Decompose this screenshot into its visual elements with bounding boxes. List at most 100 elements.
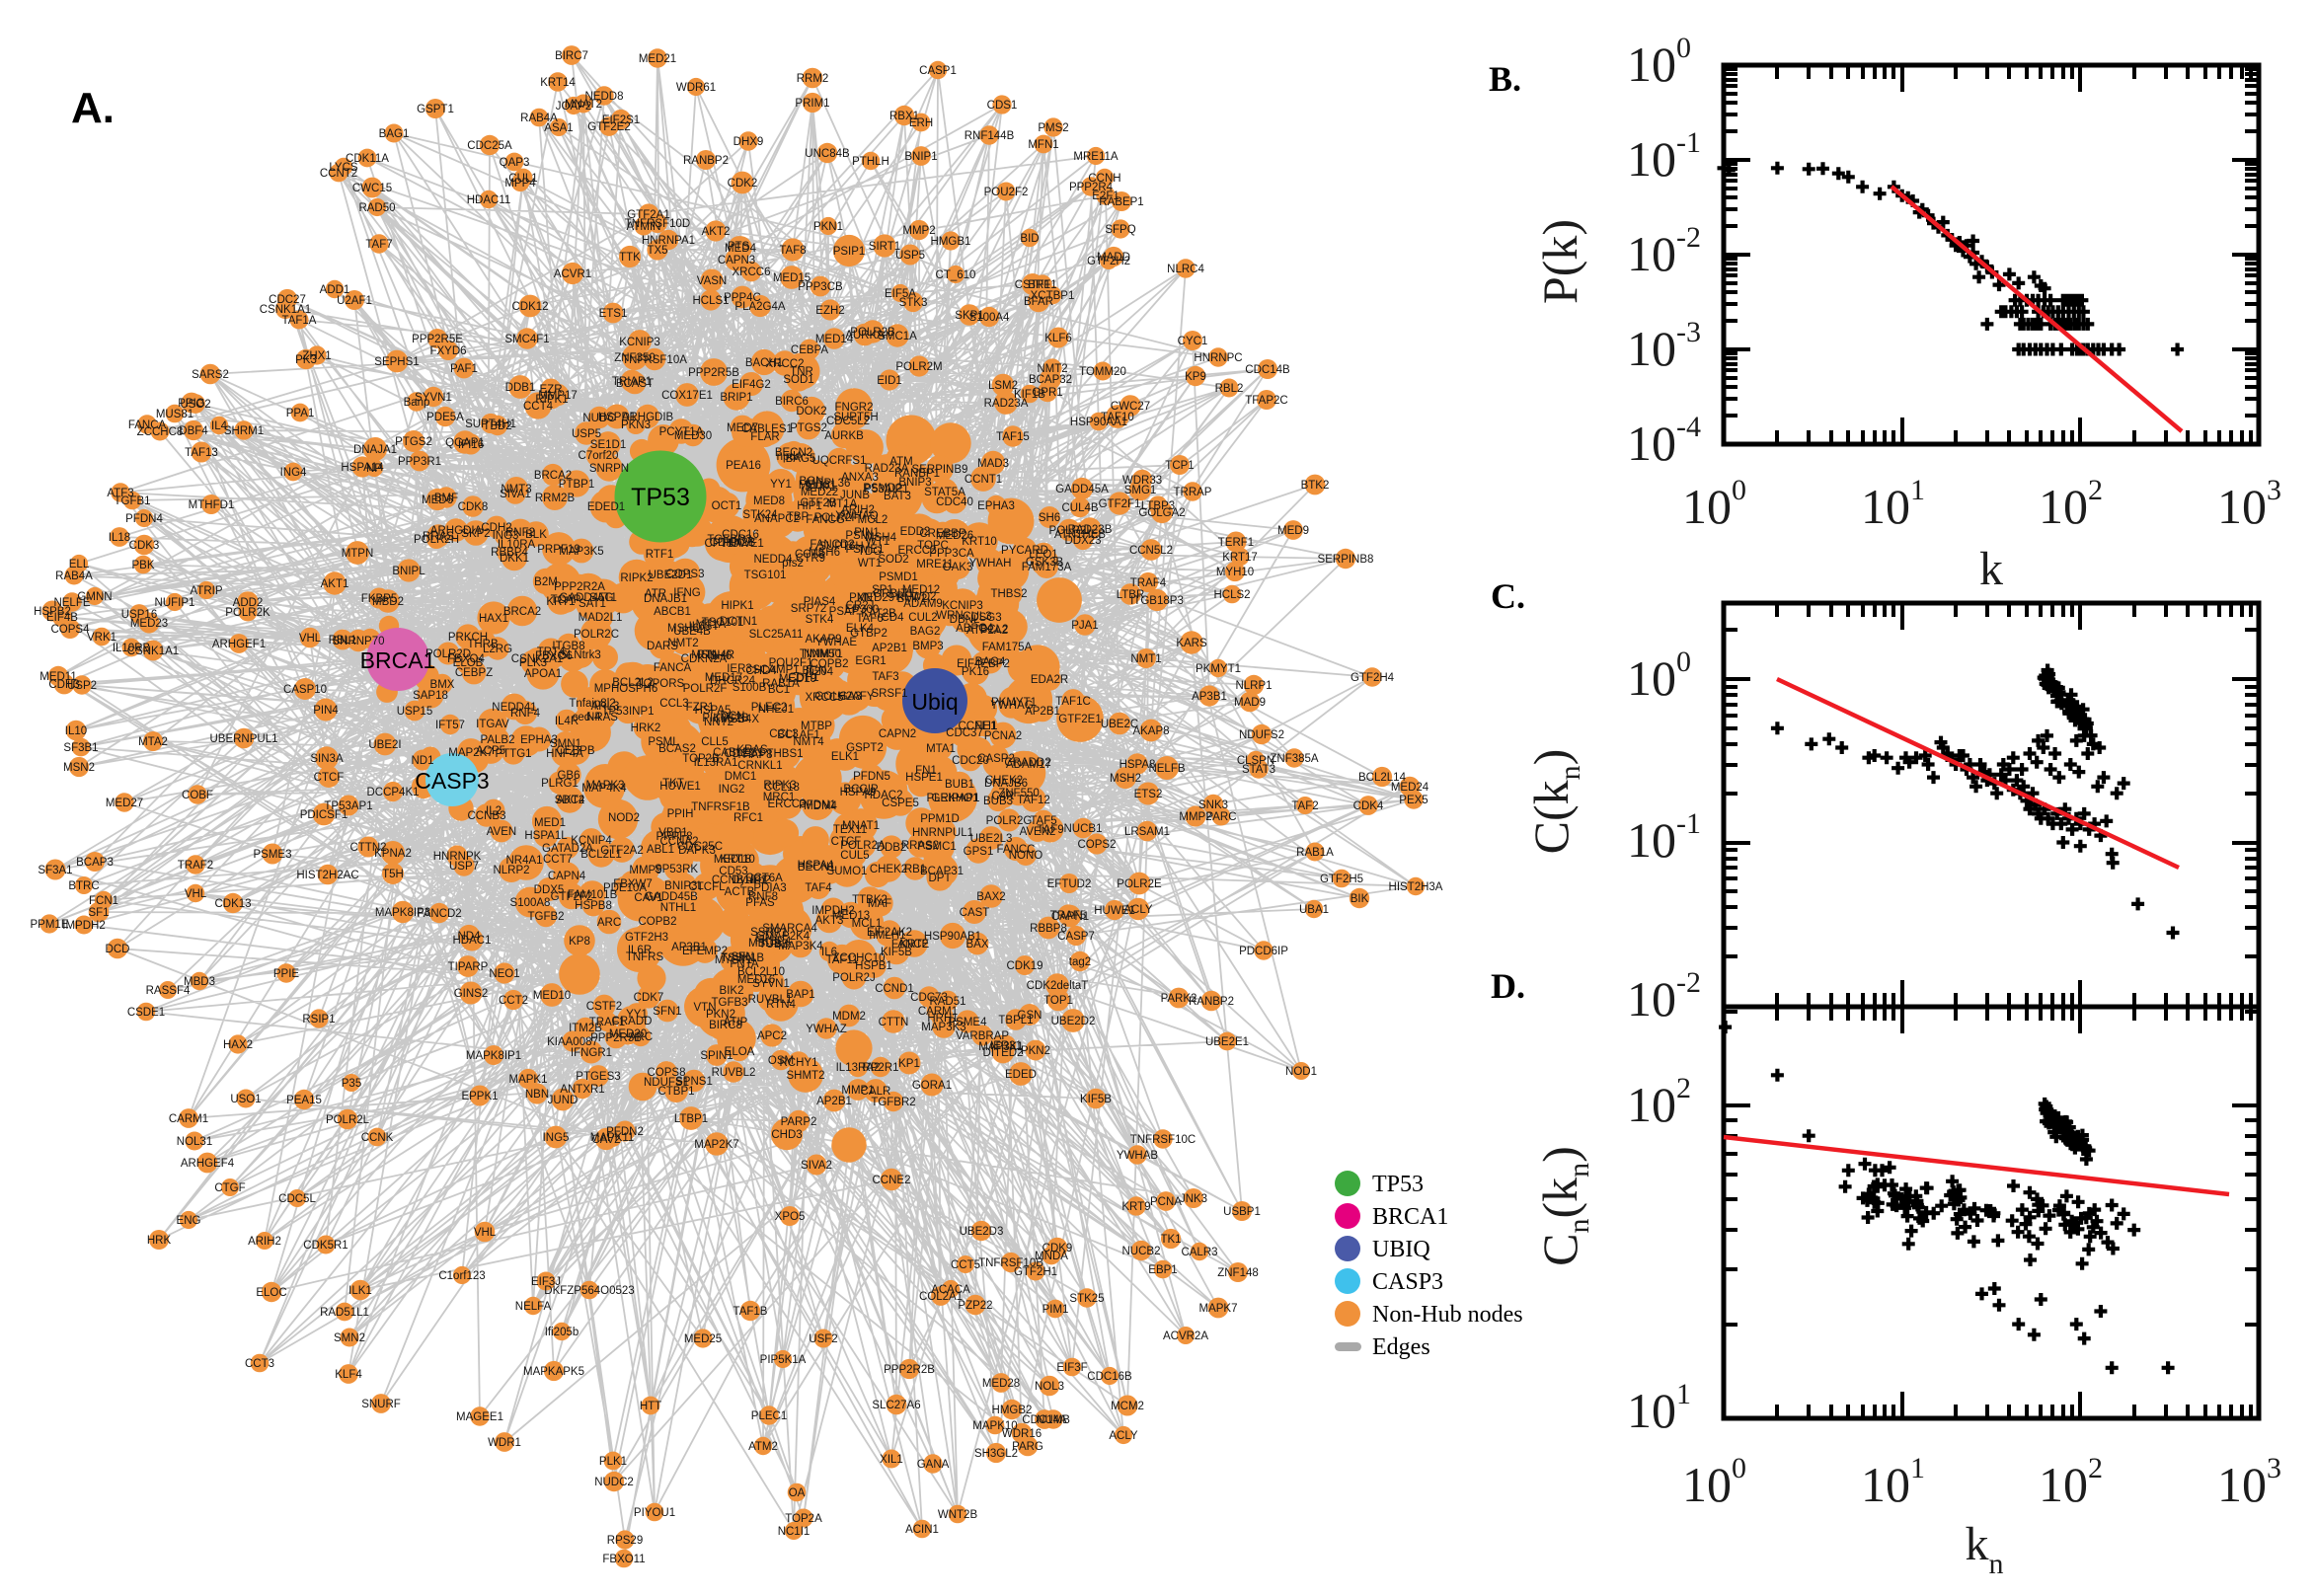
svg-text:MADD: MADD xyxy=(1097,252,1130,264)
svg-text:NDUFS2: NDUFS2 xyxy=(1239,729,1284,741)
svg-text:BAG2: BAG2 xyxy=(910,626,941,638)
svg-text:IL4R: IL4R xyxy=(555,716,579,727)
svg-text:NTHL1: NTHL1 xyxy=(660,902,696,914)
svg-text:MMP1: MMP1 xyxy=(841,1085,874,1097)
svg-text:PTGS2: PTGS2 xyxy=(395,436,432,448)
svg-text:RIPK3: RIPK3 xyxy=(763,780,796,792)
svg-text:ZNF148: ZNF148 xyxy=(1217,1267,1259,1279)
svg-text:GTBP2: GTBP2 xyxy=(850,628,888,640)
svg-text:PKMYT1: PKMYT1 xyxy=(1196,663,1241,675)
svg-text:AP3B1: AP3B1 xyxy=(1192,691,1227,703)
svg-text:GTF2H3: GTF2H3 xyxy=(625,932,668,944)
svg-text:RRM2B: RRM2B xyxy=(535,493,576,504)
svg-text:JUND: JUND xyxy=(548,1095,579,1106)
svg-text:CAV1: CAV1 xyxy=(634,892,662,904)
svg-text:MTA2: MTA2 xyxy=(138,736,168,748)
svg-text:USO1: USO1 xyxy=(230,1094,261,1105)
svg-text:DDX5: DDX5 xyxy=(534,884,565,896)
svg-text:TAF4: TAF4 xyxy=(805,882,832,894)
svg-text:SNRPN: SNRPN xyxy=(589,463,629,475)
svg-text:NP: NP xyxy=(366,463,382,475)
svg-text:MDM4: MDM4 xyxy=(804,800,837,812)
svg-text:1: 1 xyxy=(1676,1378,1691,1410)
svg-text:-2: -2 xyxy=(1676,221,1701,254)
svg-text:0: 0 xyxy=(1676,32,1691,64)
svg-text:COPS8: COPS8 xyxy=(648,1067,686,1079)
svg-text:TBD2: TBD2 xyxy=(483,420,511,432)
svg-text:BRIP1: BRIP1 xyxy=(720,392,752,404)
svg-text:PIM1: PIM1 xyxy=(1042,1304,1069,1316)
svg-text:GPS1: GPS1 xyxy=(964,846,994,858)
svg-text:PARP2: PARP2 xyxy=(781,1116,817,1128)
svg-text:RAD51L1: RAD51L1 xyxy=(320,1307,369,1319)
svg-text:SDC2: SDC2 xyxy=(555,795,585,806)
svg-text:CDH2: CDH2 xyxy=(481,522,511,534)
svg-text:CTTN: CTTN xyxy=(879,1017,909,1028)
svg-text:EID1: EID1 xyxy=(877,375,902,387)
svg-text:PSIP1: PSIP1 xyxy=(833,246,866,258)
svg-text:NUCB1: NUCB1 xyxy=(1064,823,1103,835)
svg-text:CAST: CAST xyxy=(960,907,990,919)
svg-text:ACLY: ACLY xyxy=(1109,1430,1138,1442)
svg-text:MED27: MED27 xyxy=(106,798,143,809)
svg-text:IMPDH2: IMPDH2 xyxy=(62,920,105,932)
svg-text:GANA: GANA xyxy=(917,1459,950,1471)
svg-text:MTHFD1: MTHFD1 xyxy=(189,499,235,511)
svg-text:BID: BID xyxy=(1020,233,1039,245)
svg-text:VHL: VHL xyxy=(185,888,207,900)
svg-text:CALR3: CALR3 xyxy=(1181,1247,1217,1258)
svg-text:RSIP1: RSIP1 xyxy=(302,1014,335,1026)
svg-text:Edges: Edges xyxy=(1372,1334,1430,1360)
svg-text:FANCA: FANCA xyxy=(128,419,167,431)
svg-text:P(k): P(k) xyxy=(1532,219,1587,304)
svg-text:CWC15: CWC15 xyxy=(352,183,392,194)
svg-text:RRAS: RRAS xyxy=(423,531,454,543)
svg-text:GSN: GSN xyxy=(1018,1010,1042,1022)
svg-text:AURKB: AURKB xyxy=(824,430,864,442)
svg-text:EIF3F: EIF3F xyxy=(1056,1362,1087,1374)
svg-text:-1: -1 xyxy=(1676,807,1701,840)
svg-text:ASA1: ASA1 xyxy=(544,122,573,134)
svg-text:1: 1 xyxy=(1910,1452,1925,1484)
svg-text:BCL2: BCL2 xyxy=(980,624,1009,636)
svg-text:KRT9: KRT9 xyxy=(1121,1201,1150,1213)
svg-text:SMARCA4: SMARCA4 xyxy=(762,923,817,935)
svg-text:PZP22: PZP22 xyxy=(958,1300,992,1312)
svg-text:AVEN2: AVEN2 xyxy=(1020,826,1056,838)
svg-text:IL10RB: IL10RB xyxy=(113,643,151,654)
svg-text:MTA1: MTA1 xyxy=(926,743,956,755)
svg-text:HNRNPK: HNRNPK xyxy=(433,851,482,863)
svg-text:ACTB: ACTB xyxy=(725,886,755,898)
svg-text:LTBP1: LTBP1 xyxy=(674,1113,708,1125)
svg-text:PTGS2: PTGS2 xyxy=(790,422,827,434)
svg-text:AURKA: AURKA xyxy=(845,330,885,342)
svg-text:PPM1E: PPM1E xyxy=(31,919,69,931)
svg-text:C.: C. xyxy=(1491,576,1525,616)
svg-text:ATN1HEB: ATN1HEB xyxy=(1054,529,1107,541)
svg-text:ACVR2A: ACVR2A xyxy=(1163,1330,1208,1342)
svg-text:TAF2: TAF2 xyxy=(1291,800,1318,812)
svg-text:KLF6: KLF6 xyxy=(1044,333,1072,344)
svg-text:COPS4: COPS4 xyxy=(51,624,91,636)
svg-text:DDB1: DDB1 xyxy=(505,382,536,394)
svg-text:NOL31: NOL31 xyxy=(177,1136,212,1148)
svg-text:TGFBR2: TGFBR2 xyxy=(871,1097,915,1108)
svg-text:XRCC5: XRCC5 xyxy=(806,692,844,704)
svg-text:COBF: COBF xyxy=(182,790,213,801)
svg-text:SIN3A: SIN3A xyxy=(310,753,344,765)
svg-text:NC1I1: NC1I1 xyxy=(778,1526,811,1538)
svg-text:HNRNPA1: HNRNPA1 xyxy=(642,235,695,247)
svg-text:GSPT1: GSPT1 xyxy=(417,104,454,115)
svg-text:EDED: EDED xyxy=(1005,1069,1037,1081)
svg-text:SF1: SF1 xyxy=(88,907,109,919)
svg-text:CAPN1: CAPN1 xyxy=(1051,911,1089,923)
svg-text:B.: B. xyxy=(1489,59,1521,99)
svg-text:AKAP9: AKAP9 xyxy=(805,634,841,646)
svg-text:DPT: DPT xyxy=(929,873,952,884)
svg-text:LTBR: LTBR xyxy=(1117,589,1145,601)
svg-text:TAF1B: TAF1B xyxy=(733,1306,768,1318)
svg-text:10: 10 xyxy=(1627,416,1676,471)
svg-text:PPP4C: PPP4C xyxy=(724,292,761,304)
svg-text:PDIA3: PDIA3 xyxy=(753,882,786,894)
svg-text:10: 10 xyxy=(1627,650,1676,706)
